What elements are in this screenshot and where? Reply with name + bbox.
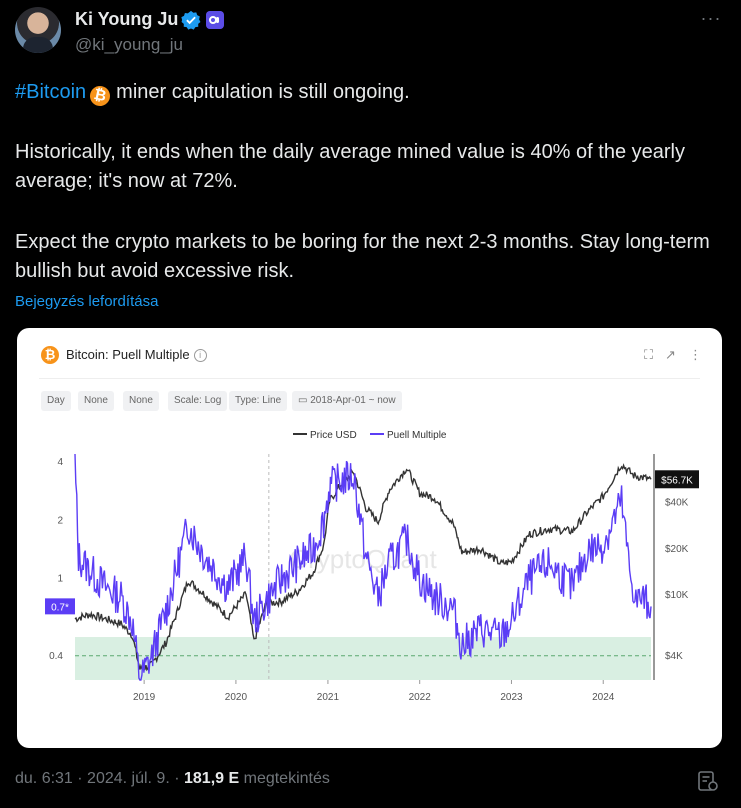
- filter-ma[interactable]: None: [78, 391, 114, 411]
- left-tick-label: 2: [57, 515, 63, 526]
- price-current-label: $56.7K: [661, 475, 693, 486]
- open-external-icon[interactable]: ↗: [665, 347, 676, 362]
- bitcoin-logo-icon: ₿: [41, 346, 59, 364]
- right-tick-label: $40K: [665, 498, 689, 509]
- left-tick-label: 4: [57, 457, 63, 468]
- puell-current-label: 0.7*: [51, 602, 69, 613]
- more-options-icon[interactable]: ···: [700, 8, 722, 28]
- calendar-icon: ▭: [298, 395, 308, 406]
- tweet-line-1: #Bitcoin ₿ miner capitulation is still ong…: [15, 78, 715, 108]
- translate-link[interactable]: Bejegyzés lefordítása: [15, 293, 159, 310]
- filter-resolution[interactable]: Day: [41, 391, 71, 411]
- left-tick-label: 1: [57, 574, 63, 585]
- capitulation-band: [75, 637, 651, 680]
- menu-dots-icon[interactable]: ⋮: [689, 347, 702, 362]
- info-icon[interactable]: i: [193, 349, 207, 362]
- legend-puell[interactable]: Puell Multiple: [370, 430, 446, 441]
- verified-badge-icon: [181, 10, 201, 30]
- tweet-timestamp[interactable]: du. 6:31 · 2024. júl. 9. ·: [15, 770, 180, 787]
- puell-current-badge: [45, 598, 75, 615]
- filter-exchange[interactable]: None: [123, 391, 159, 411]
- tweet-meta: du. 6:31 · 2024. júl. 9. · 181,9 E megte…: [15, 770, 330, 788]
- bitcoin-emoji-icon: ₿: [88, 84, 113, 108]
- filter-type[interactable]: Type: Line: [229, 391, 288, 411]
- x-tick-label: 2023: [500, 692, 523, 703]
- author-name[interactable]: Ki Young Ju: [75, 9, 179, 29]
- chart-card[interactable]: ₿ Bitcoin: Puell Multiple i ⛶ ↗ ⋮ Day Non…: [17, 328, 722, 748]
- left-tick-label: 0.4: [49, 651, 63, 662]
- x-tick-label: 2022: [409, 692, 432, 703]
- legend-puell-swatch: [370, 433, 384, 435]
- x-tick-label: 2019: [133, 692, 156, 703]
- right-tick-label: $20K: [665, 544, 689, 555]
- puell-multiple-line[interactable]: [74, 453, 652, 681]
- x-tick-label: 2021: [317, 692, 340, 703]
- x-tick-label: 2020: [225, 692, 248, 703]
- right-tick-label: $4K: [665, 651, 683, 662]
- x-tick-label: 2024: [592, 692, 615, 703]
- card-header: ₿ Bitcoin: Puell Multiple i ⛶ ↗ ⋮: [17, 328, 722, 378]
- legend-price[interactable]: Price USD: [293, 430, 357, 441]
- avatar[interactable]: [15, 7, 61, 53]
- tweet-line-1-text: miner capitulation is still ongoing.: [116, 81, 410, 103]
- affiliate-badge-icon[interactable]: [206, 11, 224, 29]
- price-current-badge: [655, 470, 699, 489]
- tweet-paragraph-2: Historically, it ends when the daily ave…: [15, 141, 685, 192]
- legend-price-swatch: [293, 433, 307, 435]
- fullscreen-icon[interactable]: ⛶: [644, 347, 654, 362]
- tweet-paragraph-3: Expect the crypto markets to be boring f…: [15, 231, 710, 282]
- price-usd-line[interactable]: [74, 463, 652, 672]
- filter-scale[interactable]: Scale: Log: [168, 391, 228, 411]
- analytics-icon[interactable]: [697, 769, 719, 793]
- filter-date-range[interactable]: ▭ 2018-Apr-01 ~ now: [292, 391, 402, 411]
- view-count: 181,9 E: [184, 770, 240, 787]
- right-tick-label: $10K: [665, 590, 689, 601]
- card-title: Bitcoin: Puell Multiple i: [66, 347, 207, 362]
- card-divider: [39, 378, 700, 379]
- author-handle[interactable]: @ki_young_ju: [75, 35, 183, 54]
- hashtag-link[interactable]: #Bitcoin: [15, 81, 87, 103]
- view-count-label: megtekintés: [243, 770, 330, 787]
